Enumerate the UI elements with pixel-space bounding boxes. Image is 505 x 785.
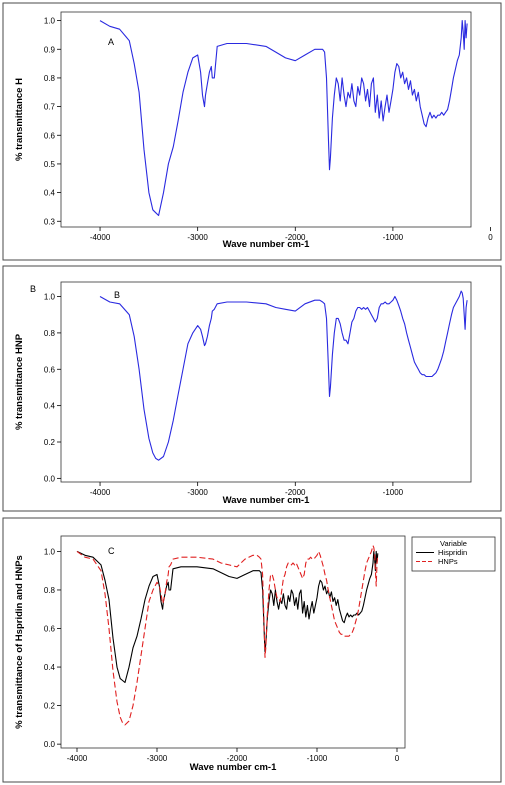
- chart-panel-B: -4000 -3000 -2000 -1000 0.0 0.2 0.4 0.6 0.8 1.0 Wa…: [2, 265, 502, 512]
- x-tick-label-C-1: -3000: [147, 754, 168, 763]
- y-tick-label-C-5: 1.0: [44, 547, 56, 556]
- y-tick-label-B-0: 0.0: [44, 474, 56, 483]
- chart-panel-A: -4000 -3000 -2000 -1000 0 0.3 0.4 0.5 0.6 0.7 0.8 0…: [2, 2, 502, 261]
- x-tick-label-C-4: 0: [395, 754, 400, 763]
- y-axis-title-B: % transmittance HNP: [14, 333, 25, 430]
- panel-label-B: B: [114, 290, 120, 300]
- y-tick-label-C-3: 0.6: [44, 625, 56, 634]
- x-tick-label-C-3: -1000: [307, 754, 328, 763]
- series-line-A-0: [99, 20, 468, 217]
- x-axis-title-A: Wave number cm-1: [223, 239, 310, 250]
- x-tick-label-A-0: -4000: [90, 233, 111, 242]
- x-tick-label-B-3: -1000: [383, 488, 404, 497]
- panel-label-A: A: [108, 37, 114, 47]
- plot-area-A: [60, 11, 472, 228]
- series-line-B-0: [99, 290, 468, 461]
- legend-title-C: Variable: [440, 539, 467, 548]
- legend-entry-hnps: HNPs: [438, 557, 458, 566]
- y-tick-label-A-6: 0.9: [44, 45, 56, 54]
- chart-panel-C: -4000 -3000 -2000 -1000 0 0.0 0.2 0.4 0.6 0.8 1.0 W…: [2, 517, 502, 783]
- x-tick-label-B-0: -4000: [90, 488, 111, 497]
- y-tick-label-C-2: 0.4: [44, 663, 56, 672]
- x-tick-label-C-0: -4000: [67, 754, 88, 763]
- legend-box-C: [411, 536, 496, 572]
- y-tick-label-B-5: 1.0: [44, 293, 56, 302]
- y-axis-title-A: % transmittance H: [14, 78, 25, 161]
- outer-label-B: B: [30, 284, 36, 294]
- x-axis-title-C: Wave number cm-1: [190, 762, 277, 773]
- y-tick-label-C-4: 0.8: [44, 586, 56, 595]
- series-line-C-hnps: [76, 545, 379, 726]
- y-tick-label-B-1: 0.2: [44, 438, 56, 447]
- plot-area-C: [60, 535, 406, 749]
- panel-label-C: C: [108, 546, 115, 556]
- y-tick-label-C-1: 0.2: [44, 702, 56, 711]
- y-tick-label-A-2: 0.5: [44, 160, 56, 169]
- x-tick-label-B-2: -2000: [285, 488, 306, 497]
- legend-entry-hispridin: Hispridin: [438, 548, 467, 557]
- x-tick-label-A-1: -3000: [187, 233, 208, 242]
- x-axis-title-B: Wave number cm-1: [223, 495, 310, 506]
- y-tick-label-A-5: 0.8: [44, 74, 56, 83]
- y-tick-label-A-0: 0.3: [44, 217, 56, 226]
- y-axis-title-C: % transmittance of Hspridin and HNPs: [14, 555, 25, 729]
- y-tick-label-A-3: 0.6: [44, 131, 56, 140]
- y-tick-label-A-4: 0.7: [44, 103, 56, 112]
- y-tick-label-A-1: 0.4: [44, 189, 56, 198]
- y-tick-label-B-2: 0.4: [44, 402, 56, 411]
- x-tick-label-A-3: -1000: [383, 233, 404, 242]
- x-tick-label-B-1: -3000: [187, 488, 208, 497]
- y-tick-label-A-7: 1.0: [44, 17, 56, 26]
- x-tick-label-A-2: -2000: [285, 233, 306, 242]
- plot-area-B: [60, 281, 472, 483]
- x-tick-label-C-2: -2000: [227, 754, 248, 763]
- y-tick-label-B-3: 0.6: [44, 365, 56, 374]
- y-tick-label-B-4: 0.8: [44, 329, 56, 338]
- y-tick-label-C-0: 0.0: [44, 740, 56, 749]
- x-tick-label-A-4: 0: [488, 233, 493, 242]
